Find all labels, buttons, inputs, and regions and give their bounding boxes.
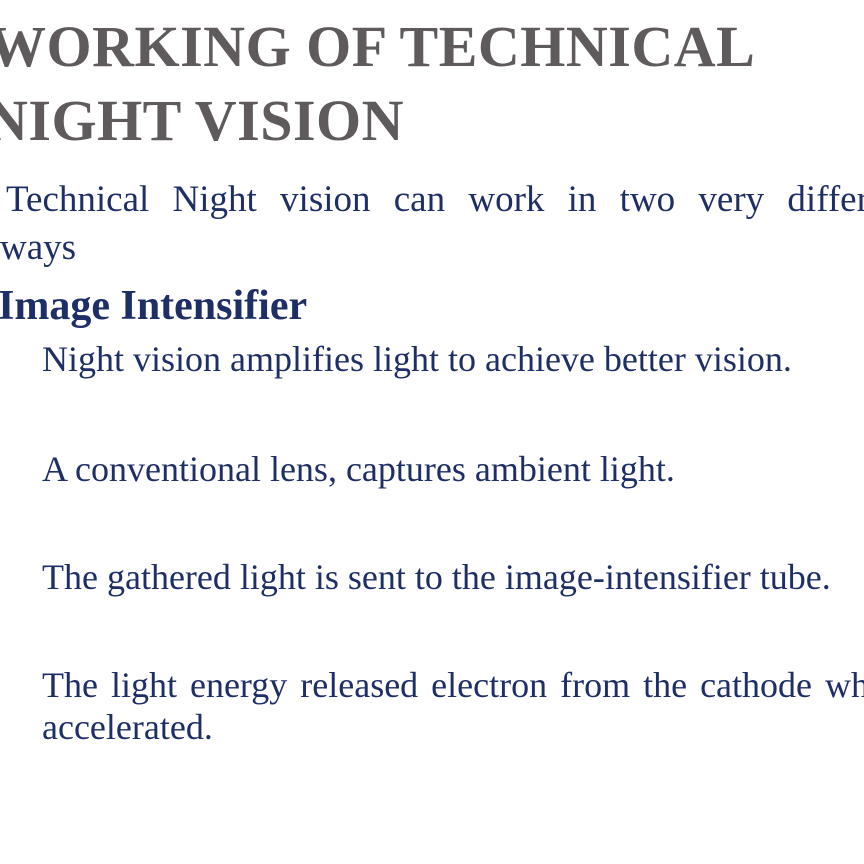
intro-paragraph-continuation: ways xyxy=(0,227,77,268)
bullet-item: The light energy released electron from … xyxy=(42,665,864,705)
bullet-item: A conventional lens, captures ambient li… xyxy=(42,449,675,489)
slide-title-line-1: WORKING OF TECHNICAL xyxy=(0,14,756,79)
slide-title-line-2: NIGHT VISION xyxy=(0,88,405,153)
bullet-item: Night vision amplifies light to achieve … xyxy=(42,339,792,379)
bullet-item-continuation: accelerated. xyxy=(42,707,213,747)
bullet-item: The gathered light is sent to the image-… xyxy=(42,557,831,597)
intro-paragraph: Technical Night vision can work in two v… xyxy=(6,179,864,220)
section-heading-image-intensifier: Image Intensifier xyxy=(0,283,308,329)
